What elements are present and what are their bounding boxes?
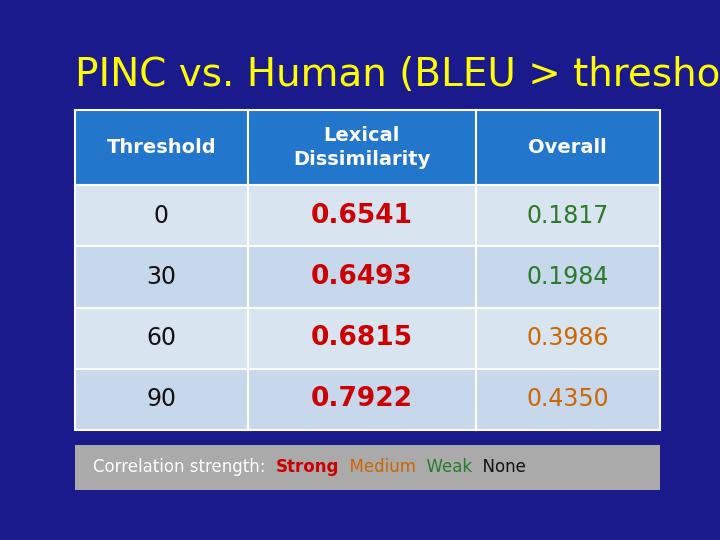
Text: 0.6815: 0.6815 bbox=[310, 325, 413, 351]
Text: 30: 30 bbox=[146, 265, 176, 289]
Text: 0.7922: 0.7922 bbox=[310, 387, 413, 413]
Text: Correlation strength:: Correlation strength: bbox=[93, 458, 276, 476]
Text: Weak: Weak bbox=[416, 458, 472, 476]
Bar bbox=[476, 307, 660, 369]
Text: 0.3986: 0.3986 bbox=[526, 326, 609, 350]
Text: 0.4350: 0.4350 bbox=[526, 387, 609, 411]
Text: None: None bbox=[472, 458, 526, 476]
Bar bbox=[75, 445, 660, 490]
Text: Strong: Strong bbox=[276, 458, 339, 476]
Bar bbox=[248, 185, 476, 246]
Bar bbox=[75, 110, 248, 185]
Text: 0.1817: 0.1817 bbox=[527, 204, 609, 228]
Bar bbox=[75, 369, 248, 430]
Text: PINC vs. Human (BLEU > threshold): PINC vs. Human (BLEU > threshold) bbox=[75, 56, 720, 94]
Text: 0: 0 bbox=[154, 204, 168, 228]
Bar bbox=[476, 246, 660, 307]
Bar bbox=[476, 110, 660, 185]
Bar bbox=[476, 369, 660, 430]
Bar bbox=[248, 110, 476, 185]
Text: 60: 60 bbox=[146, 326, 176, 350]
Text: Overall: Overall bbox=[528, 138, 607, 157]
Bar bbox=[248, 246, 476, 307]
Bar bbox=[476, 185, 660, 246]
Text: 0.1984: 0.1984 bbox=[526, 265, 609, 289]
Text: 0.6493: 0.6493 bbox=[311, 264, 413, 290]
Text: 0.6541: 0.6541 bbox=[310, 202, 413, 228]
Text: Threshold: Threshold bbox=[107, 138, 216, 157]
Text: 90: 90 bbox=[146, 387, 176, 411]
Text: Lexical
Dissimilarity: Lexical Dissimilarity bbox=[293, 126, 431, 168]
Text: Medium: Medium bbox=[339, 458, 416, 476]
Bar bbox=[75, 307, 248, 369]
Bar bbox=[75, 246, 248, 307]
Bar bbox=[248, 369, 476, 430]
Bar bbox=[248, 307, 476, 369]
Bar bbox=[75, 185, 248, 246]
